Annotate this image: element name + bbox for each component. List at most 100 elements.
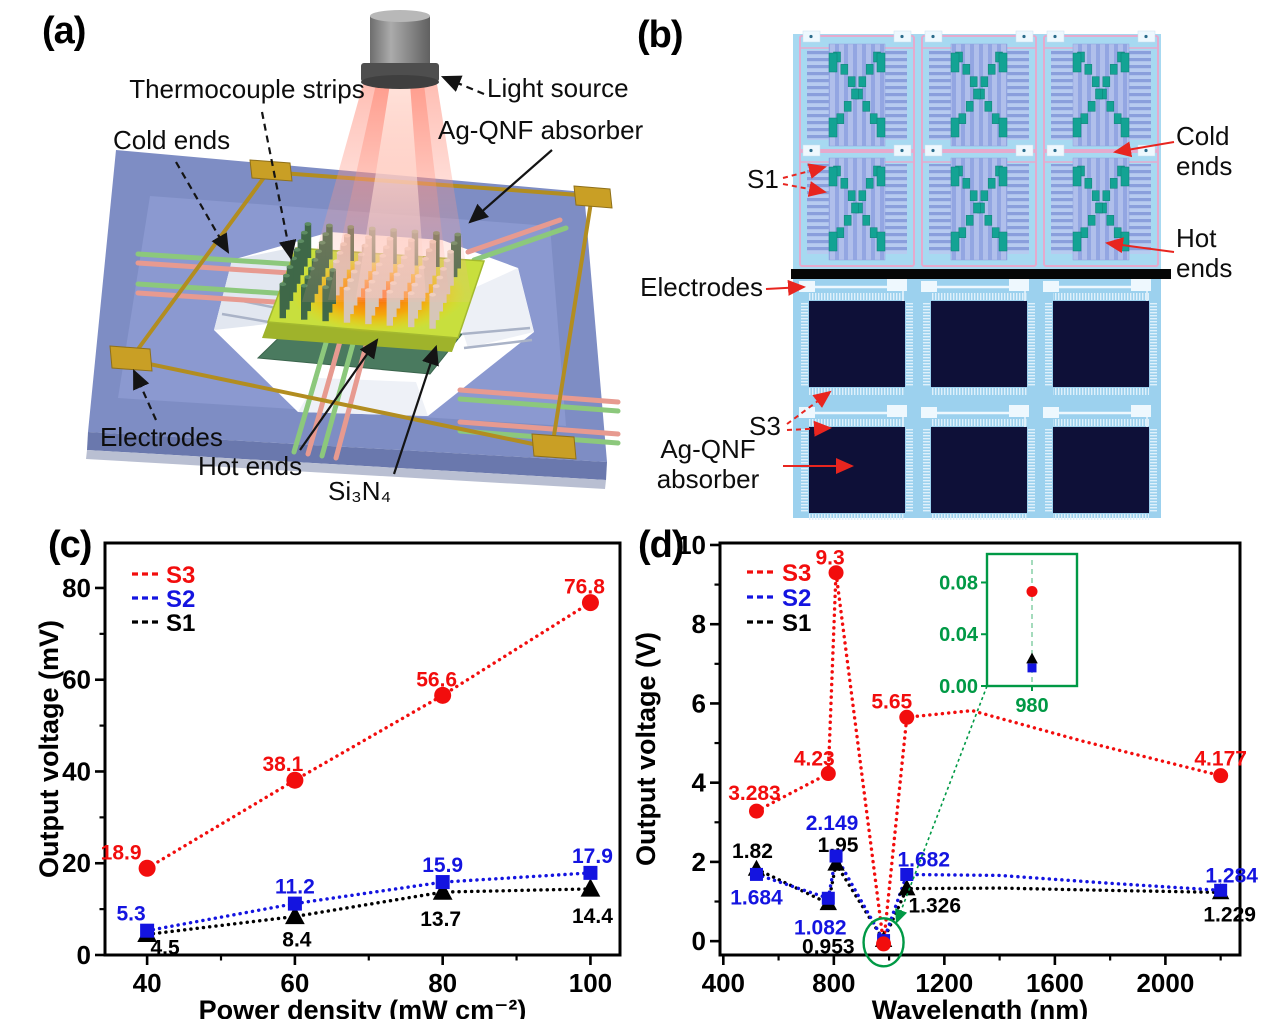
data-point-S1	[827, 854, 845, 871]
x-pattern-block	[840, 64, 849, 75]
electrode-pad	[921, 407, 937, 418]
y-tick-label: 80	[62, 573, 91, 603]
label-cold-ends: Cold ends	[1176, 121, 1233, 181]
comb-texture	[1053, 388, 1149, 395]
x-pattern-block	[1109, 178, 1118, 189]
data-point-S2	[829, 849, 843, 863]
electrode-pad	[1009, 279, 1029, 291]
legend-label: S3	[166, 562, 195, 589]
y-axis-title: Output voltage (mV)	[34, 620, 64, 878]
legend-label: S3	[782, 560, 811, 587]
x-pattern-block	[962, 178, 971, 189]
x-axis-title: Power density (mW cm⁻²)	[199, 995, 527, 1019]
x-tick-label: 1600	[1026, 968, 1084, 998]
x-pattern-block	[843, 215, 852, 226]
data-point-S2	[1214, 883, 1228, 897]
x-pattern-bar	[950, 231, 960, 252]
x-pattern-block	[865, 64, 874, 75]
electrode-pad	[887, 405, 907, 417]
label-s3: S3	[749, 411, 781, 441]
absorber-square	[809, 301, 905, 387]
x-pattern-bar	[876, 117, 886, 138]
data-point-S3	[138, 859, 156, 877]
data-label-S3: 4.23	[794, 748, 835, 771]
comb-texture	[1045, 302, 1052, 386]
x-pattern-block	[965, 101, 974, 112]
cell-stripe-zone	[929, 50, 951, 140]
data-label-S2: 5.3	[117, 903, 146, 926]
series-line-S2	[754, 851, 1223, 945]
y-tick-label: 10	[677, 530, 706, 560]
x-pattern-block	[858, 76, 867, 87]
nanopillar	[301, 285, 308, 320]
x-pattern-block	[1087, 215, 1096, 226]
data-label-S1: 1.229	[1203, 903, 1256, 926]
chart-output-voltage-vs-wavelength: 400 800 1200 1600 2000 0 2 4 6 8 10 Wavelength (nm)…	[635, 530, 1258, 1019]
data-label-S1: 8.4	[282, 928, 312, 951]
cell-trace-outline	[921, 35, 1037, 153]
electrode-pad	[921, 281, 937, 292]
series-line-S1	[145, 887, 593, 937]
panel-d: 400 800 1200 1600 2000 0 2 4 6 8 10 Wavelength (nm)…	[635, 520, 1269, 1019]
nanopillar-cap	[304, 222, 312, 226]
cell-trace-outline	[799, 35, 915, 153]
label-s1: S1	[747, 164, 779, 194]
panel-c-tag: (c)	[48, 524, 92, 566]
data-label-S2: 1.682	[897, 849, 950, 872]
data-label-S3: 5.65	[871, 690, 912, 713]
electrode-pad	[1043, 407, 1059, 418]
nanopillar-cap	[283, 273, 290, 278]
x-pattern-block	[836, 113, 845, 124]
x-pattern-block	[843, 101, 852, 112]
data-label-S3: 3.283	[728, 782, 781, 805]
label-ag-qnf-absorber: Ag-QNF absorber	[438, 115, 644, 145]
x-pattern-block	[980, 190, 989, 201]
x-pattern-bar	[950, 166, 960, 187]
panel-a: (a) Thermocouple strips Light source Col…	[0, 0, 643, 520]
pad-dot	[1053, 148, 1057, 153]
x-pattern-block	[969, 190, 978, 201]
nanopillar	[294, 249, 301, 284]
x-pattern-block	[851, 88, 859, 100]
cell-stripe-zone	[1007, 164, 1029, 254]
x-tick-label: 60	[280, 968, 309, 998]
cell-stripe-zone	[1007, 50, 1029, 140]
data-label-S3: 9.3	[815, 547, 844, 570]
data-label-S2: 2.149	[806, 812, 859, 835]
x-pattern-bar	[1120, 52, 1130, 73]
light-beam	[302, 84, 472, 302]
electrode-pad	[887, 279, 907, 291]
cell-stripe-zone	[1129, 50, 1151, 140]
absorber-square	[1053, 301, 1149, 387]
data-label-S2: 1.684	[730, 886, 783, 909]
inset-point-S2	[1027, 663, 1037, 673]
x-pattern-block	[958, 227, 967, 238]
x-pattern-block	[969, 76, 978, 87]
series-line-S3	[145, 600, 593, 870]
comb-texture	[1053, 419, 1149, 426]
micrograph-annotation-arrows	[765, 141, 1175, 474]
x-tick-label: 2000	[1136, 968, 1194, 998]
nanopillar-cap	[300, 283, 308, 288]
pad-dot	[931, 148, 935, 153]
legend-label: S1	[166, 610, 195, 637]
x-pattern-block	[865, 178, 874, 189]
x-pattern-block	[1109, 64, 1118, 75]
nanopillar	[386, 291, 393, 326]
data-label-S1: 14.4	[572, 905, 613, 928]
x-pattern-block	[1102, 76, 1111, 87]
comb-texture	[931, 514, 1027, 520]
electrode-pad	[1131, 405, 1151, 417]
pad-dot	[1053, 34, 1057, 39]
light-source-drawing	[361, 10, 439, 89]
cell-trace-outline	[1043, 149, 1159, 267]
label-light-source: Light source	[487, 73, 629, 103]
label-electrodes: Electrodes	[640, 272, 763, 302]
x-pattern-bar	[1120, 231, 1130, 252]
pad-dot	[809, 148, 813, 153]
electrode-pad	[1043, 281, 1059, 292]
x-tick-label: 100	[569, 968, 612, 998]
x-axis-title: Wavelength (nm)	[872, 995, 1089, 1019]
comb-texture	[931, 419, 1027, 426]
y-tick-label: 0	[77, 940, 91, 970]
